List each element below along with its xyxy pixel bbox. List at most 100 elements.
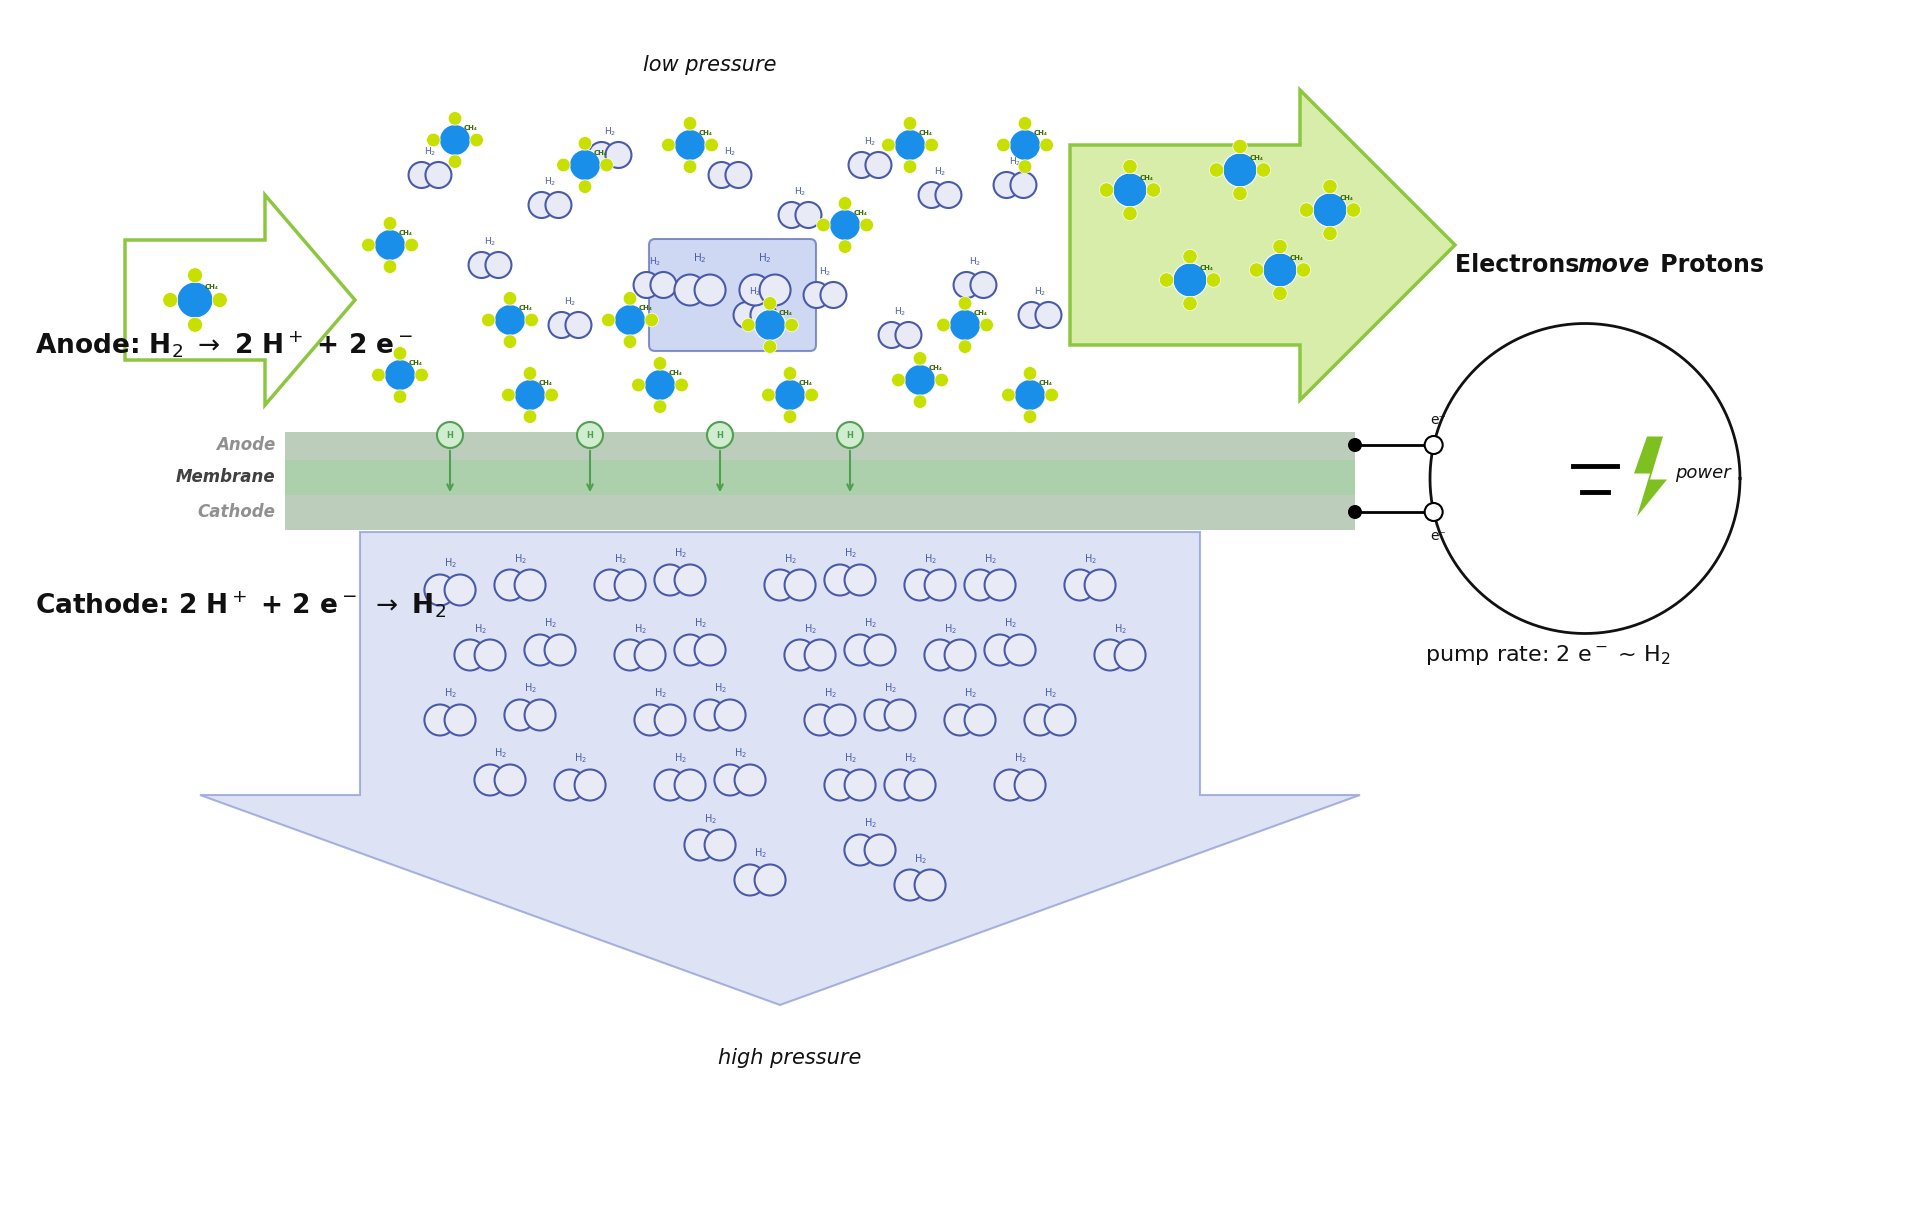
Circle shape	[864, 700, 895, 731]
Circle shape	[845, 770, 876, 801]
Circle shape	[1123, 207, 1137, 220]
Circle shape	[925, 138, 939, 151]
Text: H$_2$: H$_2$	[924, 552, 937, 566]
Circle shape	[1044, 705, 1075, 736]
Text: H$_2$: H$_2$	[1033, 285, 1046, 298]
Text: CH₄: CH₄	[1039, 380, 1052, 386]
Text: H$_2$: H$_2$	[703, 812, 716, 825]
Text: Membrane: Membrane	[175, 467, 275, 486]
Circle shape	[958, 339, 972, 353]
Circle shape	[1064, 569, 1096, 600]
Circle shape	[804, 640, 835, 670]
Text: power: power	[1674, 465, 1730, 482]
Circle shape	[599, 159, 612, 172]
Circle shape	[188, 317, 202, 332]
Text: H$_2$: H$_2$	[1004, 616, 1016, 631]
Text: low pressure: low pressure	[643, 55, 778, 75]
Circle shape	[707, 422, 733, 448]
Circle shape	[937, 319, 950, 332]
Circle shape	[374, 230, 405, 261]
Text: CH₄: CH₄	[778, 310, 793, 316]
Text: H$_2$: H$_2$	[783, 552, 797, 566]
Text: H$_2$: H$_2$	[605, 125, 616, 138]
Circle shape	[785, 640, 816, 670]
Circle shape	[904, 770, 935, 801]
Circle shape	[958, 296, 972, 310]
Text: CH₄: CH₄	[1340, 194, 1354, 200]
Circle shape	[996, 138, 1010, 151]
Circle shape	[495, 569, 526, 600]
Text: H$_2$: H$_2$	[843, 752, 856, 765]
Text: H: H	[588, 430, 593, 439]
Text: H$_2$: H$_2$	[818, 266, 831, 278]
Circle shape	[979, 319, 993, 332]
FancyBboxPatch shape	[284, 432, 1356, 460]
Circle shape	[864, 635, 895, 665]
Circle shape	[804, 282, 829, 308]
Circle shape	[1018, 303, 1044, 328]
Circle shape	[970, 272, 996, 298]
Circle shape	[895, 322, 922, 348]
Circle shape	[653, 357, 666, 370]
Circle shape	[188, 268, 202, 283]
Circle shape	[655, 705, 685, 736]
Circle shape	[804, 389, 818, 402]
Text: H$_2$: H$_2$	[943, 621, 956, 636]
Circle shape	[653, 400, 666, 413]
Circle shape	[384, 359, 415, 390]
Circle shape	[993, 172, 1020, 198]
Circle shape	[384, 216, 397, 230]
Circle shape	[1425, 503, 1442, 522]
Circle shape	[1114, 173, 1146, 207]
Text: H$_2$: H$_2$	[1008, 155, 1021, 169]
Text: Electrons: Electrons	[1455, 253, 1588, 277]
Circle shape	[589, 141, 614, 169]
Circle shape	[605, 141, 632, 169]
Text: H$_2$: H$_2$	[843, 546, 856, 561]
Text: H$_2$: H$_2$	[693, 616, 707, 631]
Text: H$_2$: H$_2$	[758, 251, 772, 264]
Circle shape	[902, 117, 918, 130]
Circle shape	[829, 209, 860, 241]
Circle shape	[1323, 226, 1336, 241]
Circle shape	[624, 335, 637, 348]
Circle shape	[1116, 640, 1146, 670]
Circle shape	[935, 373, 948, 386]
Circle shape	[1300, 203, 1313, 218]
Text: H$_2$: H$_2$	[674, 752, 687, 765]
Circle shape	[918, 182, 945, 208]
Text: Anode: Anode	[215, 435, 275, 454]
Circle shape	[837, 422, 862, 448]
Circle shape	[684, 829, 716, 861]
Circle shape	[1233, 139, 1248, 154]
Circle shape	[409, 162, 434, 188]
Text: CH₄: CH₄	[1033, 130, 1048, 137]
Circle shape	[839, 197, 852, 210]
Circle shape	[881, 138, 895, 151]
Text: H$_2$: H$_2$	[914, 851, 927, 866]
Circle shape	[714, 700, 745, 731]
Circle shape	[1348, 506, 1361, 519]
Polygon shape	[1634, 437, 1667, 517]
Circle shape	[849, 153, 874, 178]
Circle shape	[891, 373, 904, 386]
Circle shape	[816, 218, 829, 231]
Text: e⁻: e⁻	[1430, 529, 1446, 542]
Text: CH₄: CH₄	[699, 130, 712, 137]
FancyBboxPatch shape	[284, 460, 1356, 494]
Text: Cathode: Cathode	[198, 503, 275, 522]
Circle shape	[662, 138, 676, 151]
Text: CH₄: CH₄	[929, 365, 943, 371]
Circle shape	[524, 314, 538, 327]
Circle shape	[708, 162, 735, 188]
Circle shape	[764, 339, 778, 353]
Circle shape	[924, 640, 956, 670]
Circle shape	[1146, 183, 1162, 197]
Circle shape	[557, 159, 570, 172]
Circle shape	[424, 574, 455, 605]
Text: H$_2$: H$_2$	[724, 145, 735, 157]
Circle shape	[445, 705, 476, 736]
Circle shape	[394, 390, 407, 403]
Circle shape	[1123, 160, 1137, 173]
Circle shape	[1035, 303, 1062, 328]
